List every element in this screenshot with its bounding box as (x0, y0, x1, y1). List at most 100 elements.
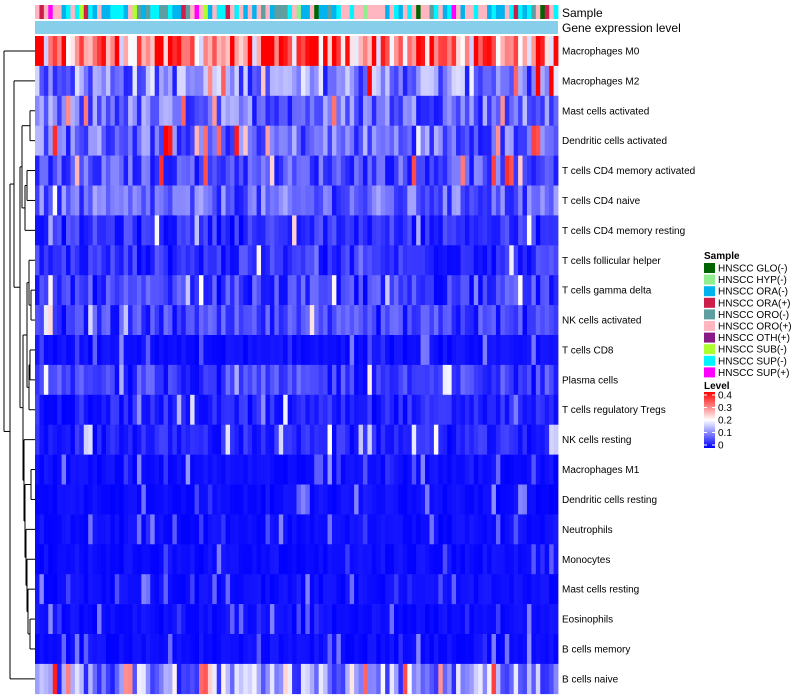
heatmap-cell (385, 484, 390, 515)
heatmap-cell (97, 305, 102, 336)
heatmap-cell (185, 95, 191, 126)
heatmap-cell (105, 574, 111, 605)
heatmap-cell (389, 215, 395, 246)
heatmap-cell (553, 95, 559, 126)
heatmap-cell (380, 663, 386, 695)
heatmap-cell (154, 574, 160, 605)
heatmap-cell (526, 155, 532, 186)
heatmap-cell (243, 514, 249, 545)
heatmap-cell (274, 484, 280, 515)
heatmap-cell (416, 65, 421, 97)
heatmap-cell (385, 65, 390, 97)
heatmap-cell (305, 514, 311, 545)
heatmap-cell (442, 634, 448, 665)
heatmap-cell (57, 514, 62, 545)
heatmap-cell (66, 514, 71, 545)
heatmap-cell (513, 65, 519, 97)
heatmap-cell (132, 484, 138, 515)
sample-annotation-cell (553, 5, 559, 19)
heatmap-cell (83, 364, 89, 396)
heatmap-cell (287, 65, 293, 97)
heatmap-cell (509, 215, 515, 246)
heatmap-cell (305, 335, 311, 366)
heatmap-cell (456, 663, 461, 695)
sample-legend-label: HNSCC GLO(-) (718, 264, 787, 275)
heatmap-cell (425, 245, 430, 276)
heatmap-cell (105, 95, 111, 126)
row-label: T cells CD4 memory activated (562, 166, 695, 177)
heatmap-cell (371, 36, 377, 67)
heatmap-cell (74, 65, 80, 97)
heatmap-cell (105, 155, 111, 186)
heatmap-cell (278, 65, 284, 97)
heatmap-cell (207, 604, 213, 635)
heatmap-cell (79, 95, 85, 126)
heatmap-cell (287, 36, 293, 67)
heatmap-cell (190, 514, 195, 545)
heatmap-cell (323, 454, 328, 485)
heatmap-cell (92, 65, 98, 97)
heatmap-cell (438, 65, 444, 97)
heatmap-cell (198, 155, 204, 186)
heatmap-cell (261, 514, 266, 545)
heatmap-cell (221, 155, 226, 186)
heatmap-cell (385, 663, 390, 695)
heatmap-cell (314, 215, 320, 246)
heatmap-cell (478, 95, 484, 126)
heatmap-cell (451, 335, 457, 366)
heatmap-cell (176, 335, 182, 366)
heatmap-cell (181, 215, 187, 246)
heatmap-cell (48, 424, 54, 455)
heatmap-cell (92, 275, 98, 306)
heatmap-cell (402, 305, 408, 336)
heatmap-cell (429, 544, 435, 575)
heatmap-cell (354, 424, 359, 455)
heatmap-cell (509, 125, 515, 156)
heatmap-cell (269, 275, 275, 306)
heatmap-cell (416, 454, 421, 485)
heatmap-cell (52, 245, 58, 276)
heatmap-cell (540, 454, 546, 485)
heatmap-cell (305, 36, 311, 67)
heatmap-cell (212, 364, 218, 396)
heatmap-cell (167, 185, 173, 216)
heatmap-cell (48, 305, 54, 336)
heatmap-cell (145, 634, 151, 665)
heatmap-cell (469, 185, 475, 216)
heatmap-cell (345, 245, 351, 276)
heatmap-cell (433, 155, 439, 186)
heatmap-cell (296, 245, 302, 276)
heatmap-cell (243, 364, 249, 396)
heatmap-cell (358, 484, 364, 515)
heatmap-cell (451, 305, 457, 336)
heatmap-cell (194, 663, 200, 695)
heatmap-cell (420, 454, 426, 485)
heatmap-cell (105, 604, 111, 635)
heatmap-cell (362, 215, 368, 246)
heatmap-cell (433, 364, 439, 396)
heatmap-cell (464, 185, 470, 216)
heatmap-cell (495, 245, 501, 276)
heatmap-cell (300, 125, 306, 156)
heatmap-cell (460, 394, 466, 425)
heatmap-cell (105, 394, 111, 425)
heatmap-cell (261, 335, 266, 366)
heatmap-cell (292, 36, 297, 67)
heatmap-cell (420, 125, 426, 156)
sample-annotation-cell (114, 5, 120, 19)
heatmap-cell (79, 604, 85, 635)
sample-annotation-cell (345, 5, 351, 19)
heatmap-cell (504, 663, 510, 695)
heatmap-cell (110, 364, 116, 396)
heatmap-cell (362, 245, 368, 276)
heatmap-cell (336, 604, 342, 635)
heatmap-cell (198, 663, 204, 695)
heatmap-cell (159, 305, 164, 336)
heatmap-cell (535, 305, 541, 336)
heatmap-cell (331, 484, 337, 515)
heatmap-cell (362, 36, 368, 67)
heatmap-cell (52, 155, 58, 186)
heatmap-cell (230, 634, 235, 665)
heatmap-cell (411, 36, 417, 67)
heatmap-cell (309, 544, 315, 575)
